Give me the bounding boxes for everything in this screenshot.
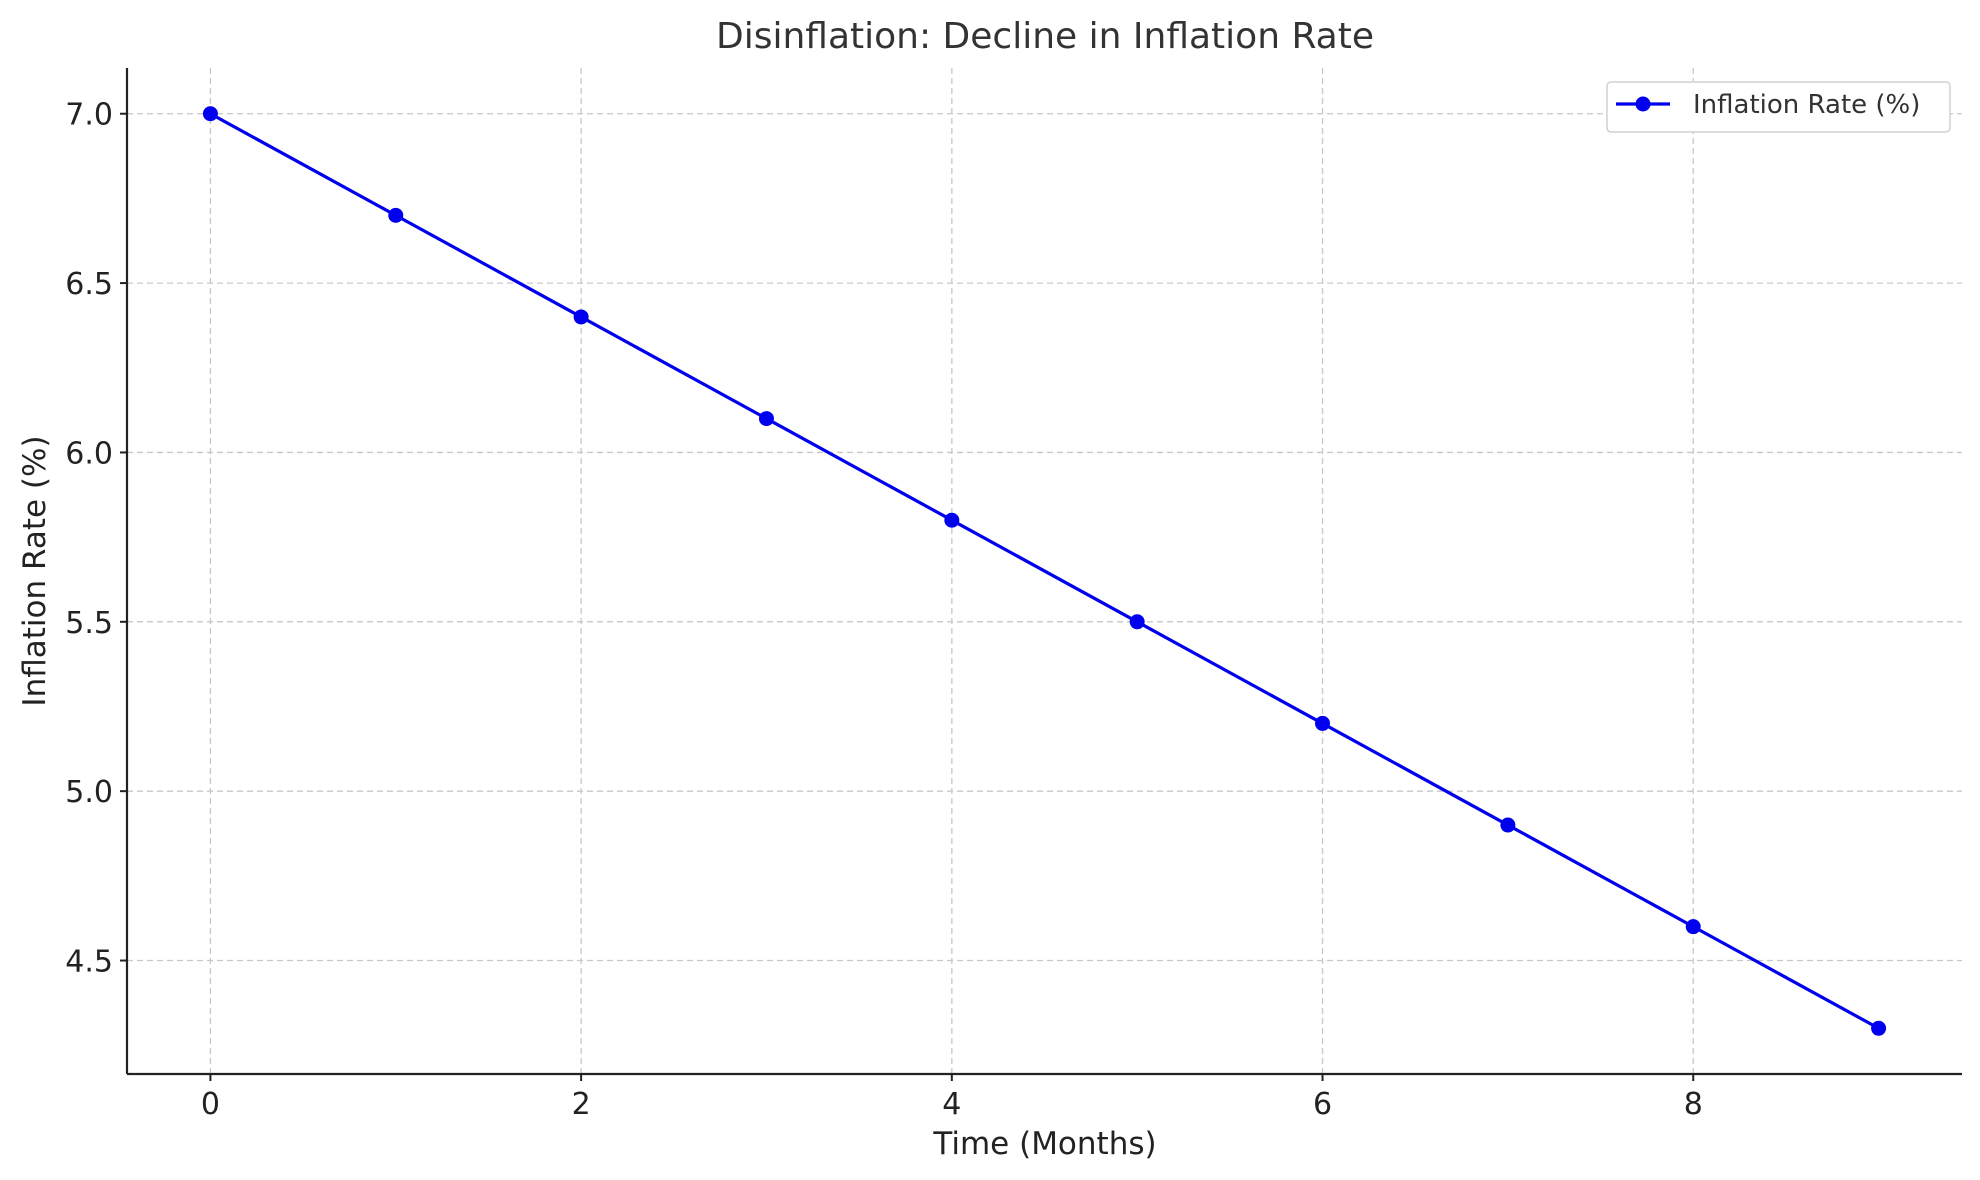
chart-title: Disinflation: Decline in Inflation Rate bbox=[716, 16, 1374, 57]
legend-marker bbox=[1635, 96, 1651, 112]
y-tick-label: 5.0 bbox=[65, 775, 113, 810]
y-tick-label: 5.5 bbox=[65, 606, 113, 641]
x-tick-label: 2 bbox=[572, 1087, 591, 1122]
x-tick-label: 6 bbox=[1313, 1087, 1332, 1122]
series-line bbox=[209, 112, 1880, 1030]
data-point bbox=[1685, 919, 1701, 935]
data-point bbox=[1871, 1020, 1887, 1036]
data-point bbox=[1315, 715, 1331, 731]
data-point bbox=[944, 512, 960, 528]
legend-box bbox=[1606, 81, 1951, 133]
y-tick-label: 6.0 bbox=[65, 436, 113, 471]
x-tick-label: 0 bbox=[201, 1087, 220, 1122]
series-layer bbox=[202, 106, 1887, 1036]
x-axis-label: Time (Months) bbox=[932, 1126, 1156, 1162]
x-tick-label: 4 bbox=[942, 1087, 961, 1122]
data-point bbox=[1500, 817, 1516, 833]
y-tick-label: 7.0 bbox=[65, 98, 113, 133]
x-tick-label: 8 bbox=[1684, 1087, 1703, 1122]
data-point bbox=[1129, 614, 1145, 630]
data-point bbox=[573, 309, 589, 325]
y-tick-label: 4.5 bbox=[65, 945, 113, 980]
data-point bbox=[388, 207, 404, 223]
legend: Inflation Rate (%) bbox=[1606, 81, 1951, 133]
y-axis-label: Inflation Rate (%) bbox=[17, 435, 53, 706]
axes bbox=[125, 68, 1962, 1076]
legend-label: Inflation Rate (%) bbox=[1693, 90, 1920, 120]
data-point bbox=[202, 106, 218, 122]
data-point bbox=[758, 411, 774, 427]
grid bbox=[127, 68, 1962, 1074]
y-tick-label: 6.5 bbox=[65, 267, 113, 302]
ticks: 0 2 4 6 8 4.5 5.0 5.5 6.0 6.5 7.0 bbox=[65, 98, 1703, 1122]
